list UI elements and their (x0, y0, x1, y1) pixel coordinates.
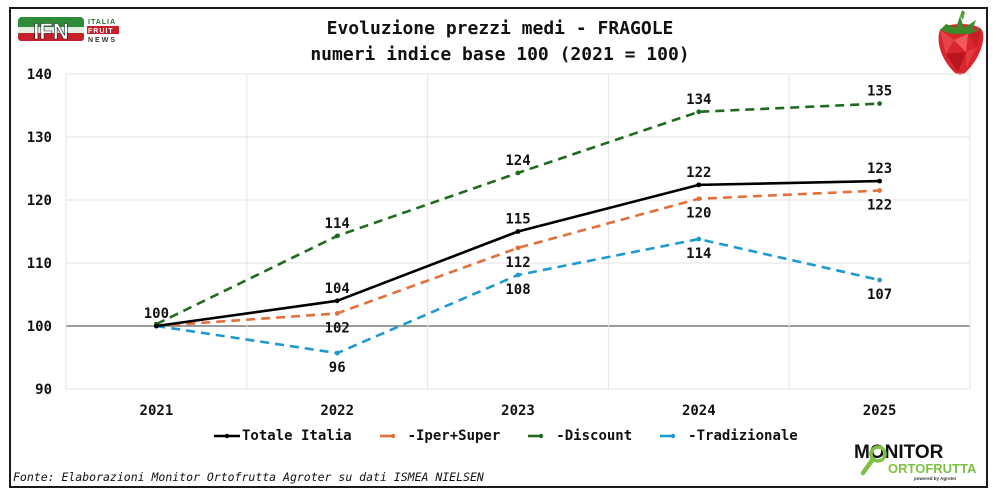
y-tick-label: 90 (35, 382, 52, 398)
logo-news-text: NEWS (88, 37, 117, 44)
data-point (515, 272, 521, 278)
data-label: 108 (505, 282, 530, 298)
logo-monitor-text: MONITOR (854, 442, 944, 463)
y-tick-label: 120 (27, 193, 52, 209)
y-tick-label: 130 (27, 130, 52, 146)
data-label: 114 (325, 216, 350, 232)
chart-frame (9, 7, 988, 488)
data-point (696, 196, 702, 202)
legend-marker (539, 433, 544, 439)
data-label: 96 (329, 360, 346, 376)
data-label: 114 (686, 246, 711, 262)
data-label: 135 (867, 84, 892, 100)
logo-italia-text: ITALIA (88, 19, 116, 26)
legend-swatch (214, 433, 240, 439)
grid-lines (65, 73, 971, 390)
legend-item: -Tradizionale (660, 428, 798, 444)
legend-label: Totale Italia (242, 428, 352, 444)
logo-ifn-text: IFN (33, 19, 68, 44)
chart-title: Evoluzione prezzi medi - FRAGOLE (326, 18, 674, 39)
y-tick-label: 110 (27, 256, 52, 272)
data-point (696, 182, 702, 188)
legend-swatch (379, 433, 395, 439)
legend-label: -Tradizionale (688, 428, 798, 444)
y-tick-label: 140 (27, 67, 52, 83)
x-tick-label: 2025 (863, 403, 897, 419)
monitor-ortofrutta-logo: MONITOR ORTOFRUTTA powered by Agroter (854, 442, 977, 481)
legend-label: -Iper+Super (407, 428, 501, 444)
italia-fruit-news-logo: IFN ITALIA FRUIT NEWS (18, 17, 119, 44)
data-point (515, 245, 521, 251)
source-note: Fonte: Elaborazioni Monitor Ortofrutta A… (13, 470, 484, 484)
chart-subtitle: numeri indice base 100 (2021 = 100) (310, 44, 690, 65)
data-point (334, 298, 340, 304)
legend-marker (224, 433, 230, 439)
data-point (334, 350, 340, 356)
data-label: 102 (325, 320, 350, 336)
data-label: 115 (505, 212, 530, 228)
legend-item: -Discount (528, 428, 632, 444)
legend-marker (390, 433, 395, 439)
x-tick-label: 2024 (682, 403, 716, 419)
data-point (877, 101, 882, 107)
x-tick-label: 2023 (501, 403, 535, 419)
data-point (154, 323, 159, 329)
logo-fruit-text: FRUIT (88, 28, 114, 35)
data-label: 100 (144, 306, 169, 322)
legend-swatch (660, 433, 676, 439)
chart-legend: Totale Italia -Iper+Super -Discount -Tradiz… (214, 426, 798, 446)
legend-item: -Iper+Super (379, 428, 501, 444)
logo-tagline-text: powered by Agroter (914, 476, 957, 481)
magnifier-handle (860, 456, 876, 476)
y-axis-ticks: 90 100 110 120 130 140 (27, 67, 52, 398)
data-point (877, 188, 882, 193)
data-point (877, 178, 882, 184)
legend-label: -Discount (556, 428, 633, 444)
x-tick-label: 2021 (140, 403, 174, 419)
data-labels: 114 124 134 135 102 112 120 122 96 108 114 107 100 10… (144, 84, 892, 376)
series-line-iper-super (156, 189, 880, 328)
data-label: 104 (325, 281, 350, 297)
logo-white-band (18, 27, 84, 33)
y-tick-label: 100 (27, 319, 52, 335)
legend-swatch (528, 433, 544, 439)
data-label: 122 (686, 165, 711, 181)
series-line-totale-italia (156, 179, 880, 328)
data-label: 112 (505, 255, 530, 271)
data-label: 120 (686, 206, 711, 222)
x-axis-ticks: 2021 2022 2023 2024 2025 (140, 403, 897, 419)
legend-item: Totale Italia (214, 428, 352, 444)
data-label: 123 (867, 161, 892, 177)
data-point (334, 233, 340, 239)
legend-marker (670, 433, 676, 439)
data-point (515, 229, 521, 234)
data-point (696, 109, 702, 115)
data-label: 107 (867, 287, 892, 303)
x-tick-label: 2022 (320, 403, 354, 419)
data-label: 134 (686, 92, 711, 108)
series-group (154, 101, 882, 356)
magnifier-icon (869, 445, 887, 463)
data-label: 124 (505, 153, 530, 169)
data-point (334, 311, 340, 316)
chart-title-block: Evoluzione prezzi medi - FRAGOLE numeri … (0, 16, 1000, 68)
logo-fruit-box (87, 26, 119, 34)
logo-red-band (18, 33, 84, 41)
data-point (696, 236, 702, 242)
data-point (877, 277, 882, 283)
logo-ortofrutta-text: ORTOFRUTTA (888, 461, 977, 476)
data-label: 122 (867, 198, 892, 214)
data-point (515, 170, 521, 176)
strawberry-icon (938, 10, 984, 75)
